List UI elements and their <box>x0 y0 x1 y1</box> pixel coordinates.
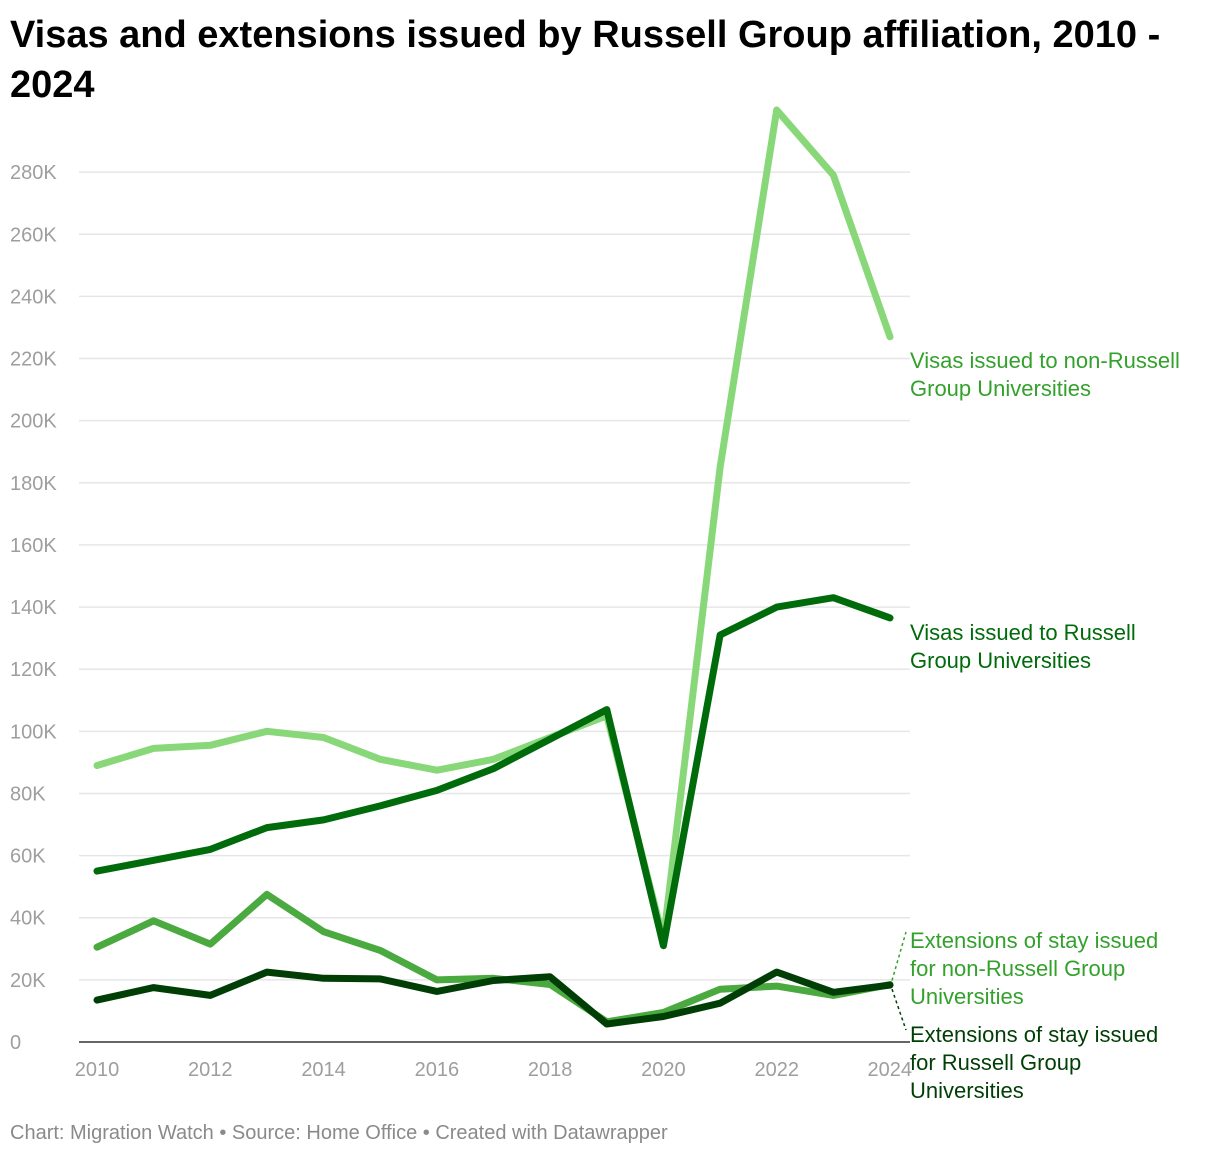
y-tick-label: 120K <box>10 659 57 681</box>
series-label-2: Extensions of stay issued for non-Russell… <box>910 928 1158 1009</box>
y-tick-label: 80K <box>10 783 46 805</box>
y-tick-label: 20K <box>10 970 46 992</box>
y-tick-label: 280K <box>10 162 57 184</box>
x-tick-label: 2024 <box>868 1059 913 1081</box>
footer-created: Created with Datawrapper <box>435 1122 668 1144</box>
y-tick-label: 220K <box>10 349 57 371</box>
footer-separator: • <box>422 1122 430 1144</box>
footer-separator: • <box>219 1122 227 1144</box>
y-tick-label: 100K <box>10 721 57 743</box>
series-lines <box>93 106 894 1028</box>
x-tick-label: 2020 <box>641 1059 686 1081</box>
y-tick-label: 40K <box>10 908 46 930</box>
y-tick-label: 240K <box>10 286 57 308</box>
footer-source: Source: Home Office <box>231 1122 418 1144</box>
x-tick-label: 2022 <box>754 1059 799 1081</box>
y-tick-label: 60K <box>10 846 46 868</box>
x-tick-label: 2018 <box>528 1059 573 1081</box>
y-tick-label: 160K <box>10 535 57 557</box>
series-labels: Visas issued to non-Russell Group Univers… <box>891 348 1180 1103</box>
y-axis-ticks: 0 20K 40K 60K 80K 100K 120K 140K 160K 180K 200K 220… <box>10 162 57 1054</box>
x-tick-label: 2012 <box>188 1059 233 1081</box>
y-tick-label: 140K <box>10 597 57 619</box>
series-label-0: Visas issued to non-Russell Group Univers… <box>910 348 1180 401</box>
series-line-3 <box>93 968 894 1028</box>
y-tick-label: 200K <box>10 411 57 433</box>
x-tick-label: 2010 <box>75 1059 120 1081</box>
chart-title: Visas and extensions issued by Russell G… <box>10 14 1161 106</box>
chart-footer: Chart: Migration Watch • Source: Home Of… <box>10 1122 668 1145</box>
series-label-3: Extensions of stay issued for Russell Gro… <box>910 1022 1158 1103</box>
series-line-1 <box>93 594 894 950</box>
label-leader-non-russell-ext <box>891 931 907 981</box>
series-line-2 <box>93 890 894 1026</box>
x-tick-label: 2016 <box>415 1059 460 1081</box>
series-label-1: Visas issued to Russell Group Universitie… <box>910 620 1136 673</box>
y-tick-label: 0 <box>10 1032 21 1054</box>
x-tick-label: 2014 <box>301 1059 346 1081</box>
y-tick-label: 260K <box>10 224 57 246</box>
x-axis-ticks: 2010 2012 2014 2016 2018 2020 2022 2024 <box>75 1059 912 1081</box>
y-tick-label: 180K <box>10 473 57 495</box>
series-line-0 <box>93 106 894 943</box>
label-leader-russell-ext <box>891 988 907 1031</box>
footer-credit: Chart: Migration Watch <box>10 1122 214 1144</box>
